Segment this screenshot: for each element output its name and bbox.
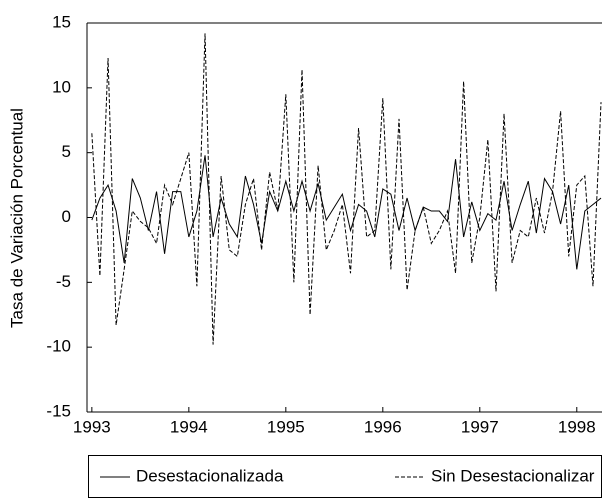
y-axis-label: Tasa de Variación Porcentual — [7, 108, 26, 328]
y-tick-label: 5 — [62, 142, 71, 161]
y-tick-label: -10 — [46, 337, 71, 356]
series-line — [91, 33, 602, 345]
y-tick-label: 0 — [62, 207, 71, 226]
x-tick-label: 1995 — [267, 417, 305, 436]
y-tick-label: 10 — [52, 77, 71, 96]
x-tick-label: 1994 — [170, 417, 208, 436]
y-tick-label: 15 — [52, 12, 71, 31]
x-tick-label: 1998 — [558, 417, 596, 436]
legend-label: Desestacionalizada — [136, 466, 284, 485]
x-tick-label: 1993 — [73, 417, 111, 436]
x-tick-label: 1997 — [461, 417, 499, 436]
y-tick-label: -5 — [56, 272, 71, 291]
legend-label: Sin Desestacionalizar — [431, 466, 595, 485]
x-tick-label: 1996 — [364, 417, 402, 436]
y-tick-label: -15 — [46, 401, 71, 420]
series-line — [91, 155, 602, 270]
